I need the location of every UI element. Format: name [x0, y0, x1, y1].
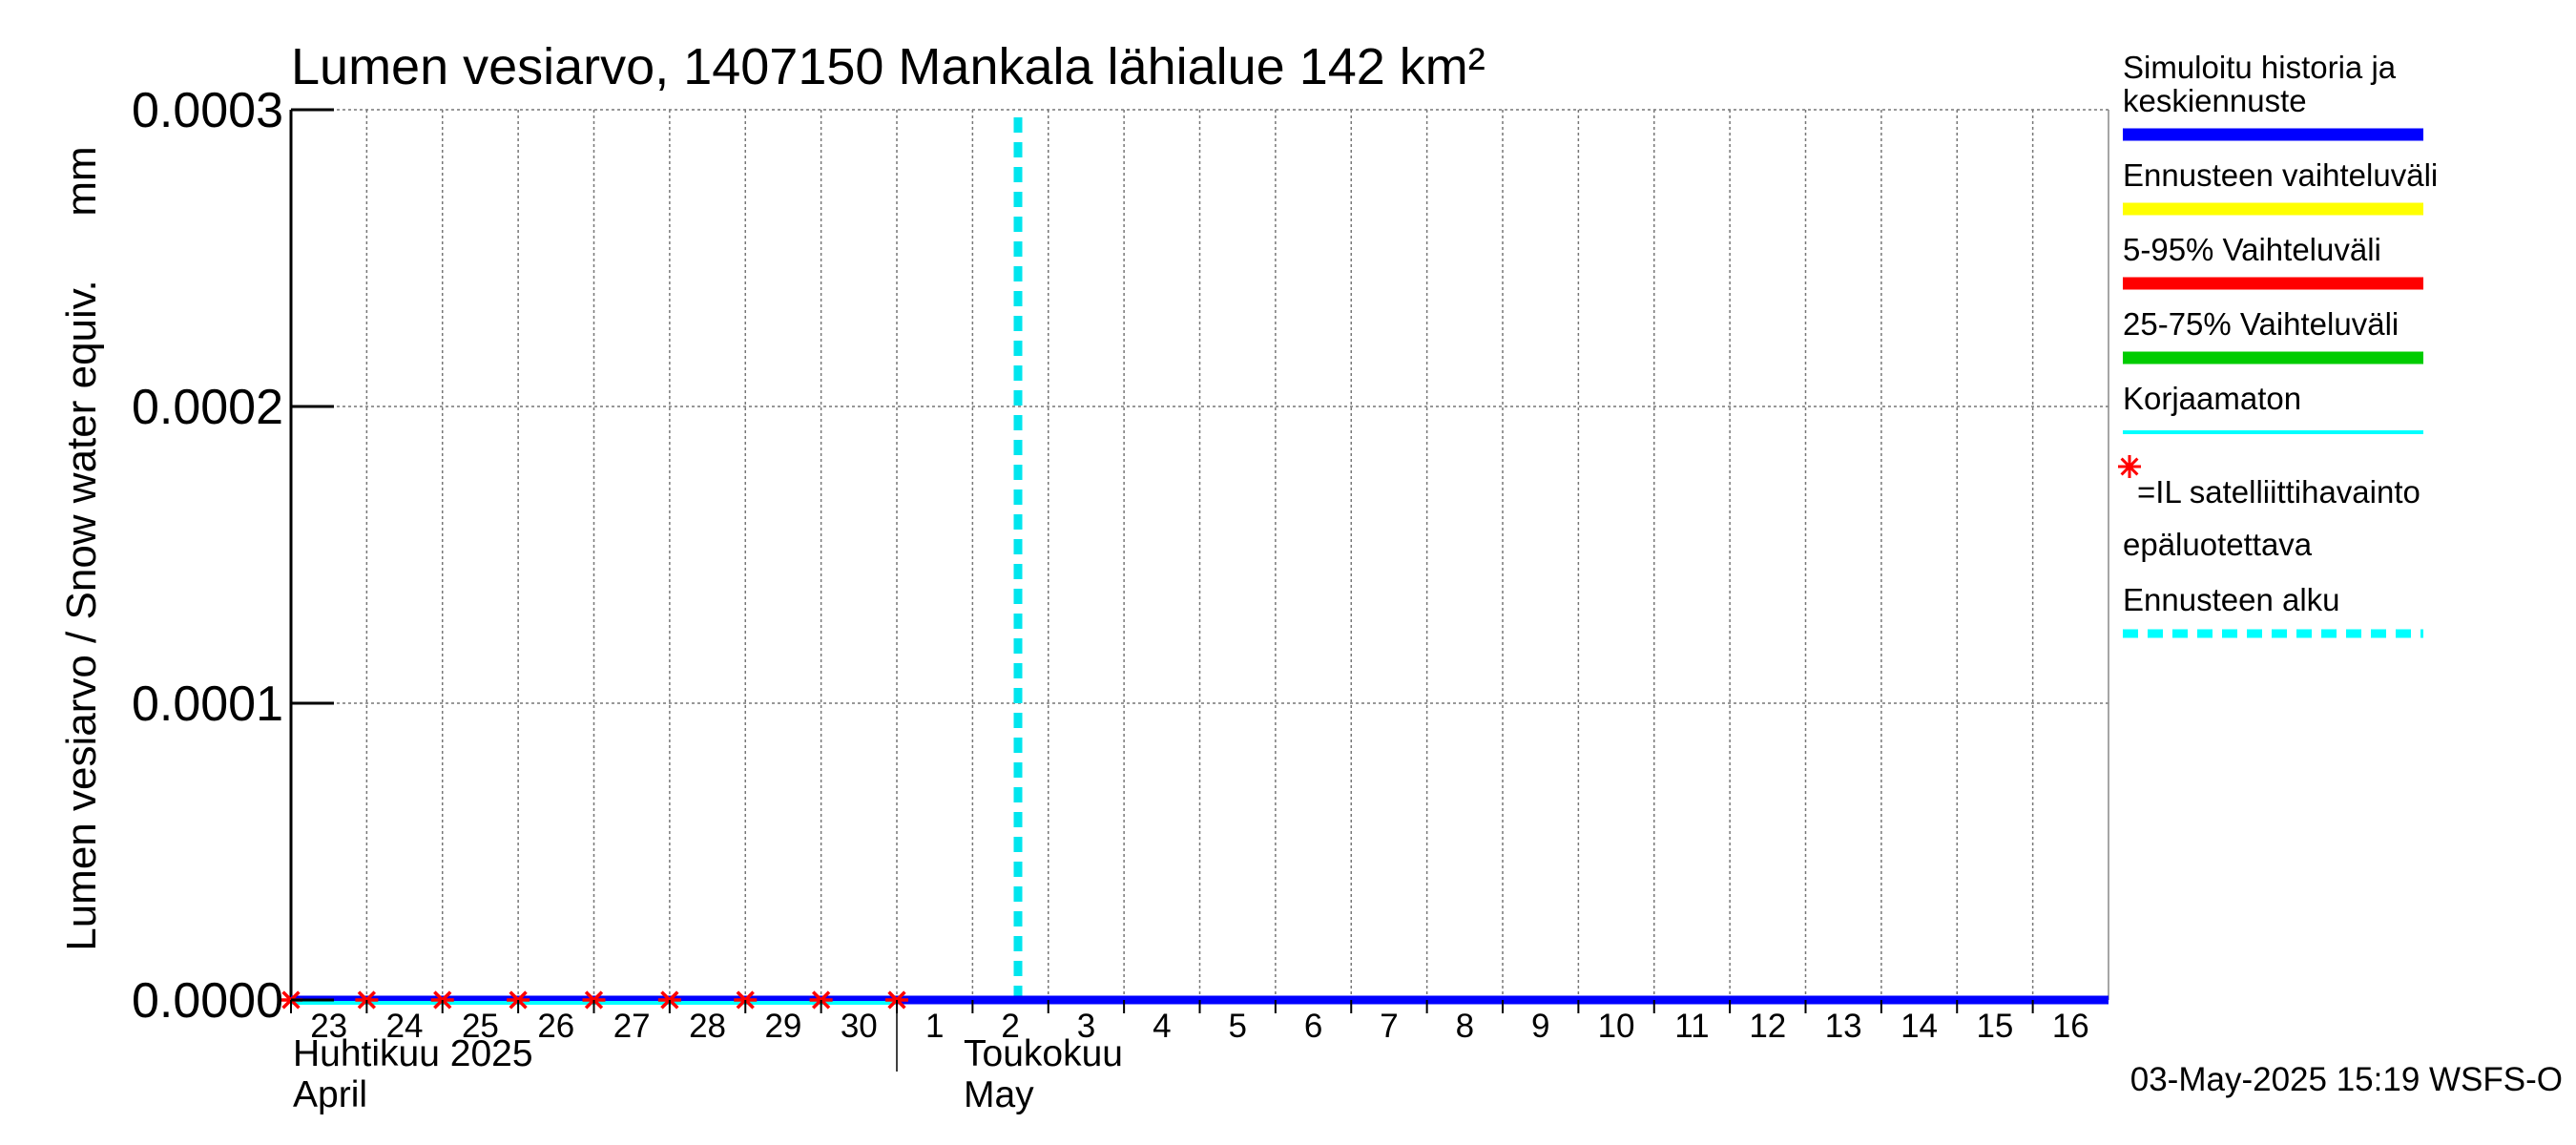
y-tick-label: 0.0000 — [132, 973, 283, 1029]
x-tick-label: 10 — [1598, 1008, 1635, 1045]
month-label-fi: Toukokuu — [964, 1033, 1123, 1074]
x-tick-label: 8 — [1456, 1008, 1474, 1045]
x-tick-label: 25 — [462, 1008, 499, 1045]
data-series — [280, 117, 2109, 1010]
legend-item: Korjaamaton — [2123, 381, 2423, 434]
legend-label: Korjaamaton — [2123, 381, 2301, 416]
x-tick-label: 23 — [310, 1008, 347, 1045]
legend-label: Ennusteen alku — [2123, 582, 2340, 617]
x-tick-label: 27 — [613, 1008, 651, 1045]
legend-label: Ennusteen vaihteluväli — [2123, 157, 2438, 193]
legend-item: Ennusteen alku — [2123, 582, 2423, 638]
legend-label: =IL satelliittihavainto — [2137, 474, 2420, 510]
y-tick-label: 0.0003 — [132, 83, 283, 138]
y-axis-unit: mm — [58, 146, 105, 216]
x-tick-label: 2 — [1001, 1008, 1019, 1045]
x-tick-label: 30 — [841, 1008, 878, 1045]
month-label-en: April — [293, 1074, 367, 1115]
x-tick-label: 15 — [1976, 1008, 2013, 1045]
x-tick-label: 5 — [1228, 1008, 1246, 1045]
legend-label: epäluotettava — [2123, 527, 2313, 562]
y-tick-label: 0.0002 — [132, 380, 283, 435]
x-tick-label: 12 — [1749, 1008, 1786, 1045]
month-label-en: May — [964, 1074, 1034, 1115]
x-tick-label: 7 — [1380, 1008, 1398, 1045]
legend-label: Simuloitu historia ja — [2123, 50, 2397, 85]
x-tick-label: 29 — [764, 1008, 801, 1045]
y-axis-label: Lumen vesiarvo / Snow water equiv. — [58, 280, 105, 951]
x-tick-label: 14 — [1901, 1008, 1938, 1045]
grid-lines — [291, 109, 2109, 1000]
x-tick-label: 11 — [1674, 1008, 1709, 1045]
x-tick-label: 3 — [1077, 1008, 1095, 1045]
y-axis-title: Lumen vesiarvo / Snow water equiv. — [58, 280, 105, 951]
legend-item: Ennusteen vaihteluväli — [2123, 157, 2438, 216]
y-tick-labels: 0.0000 0.0001 0.0002 0.0003 — [132, 83, 334, 1029]
chart-title: Lumen vesiarvo, 1407150 Mankala lähialue… — [291, 38, 1485, 95]
x-tick-label: 6 — [1304, 1008, 1322, 1045]
legend-item: 5-95% Vaihteluväli — [2123, 232, 2423, 290]
y-axis-unit-label: mm — [58, 146, 105, 216]
month-label-fi: Huhtikuu 2025 — [293, 1033, 533, 1074]
legend-item: =IL satelliittihavainto epäluotettava — [2118, 455, 2420, 562]
footer-timestamp: 03-May-2025 15:19 WSFS-O — [2130, 1061, 2563, 1098]
legend-item: 25-75% Vaihteluväli — [2123, 306, 2423, 364]
x-tick-label: 13 — [1825, 1008, 1862, 1045]
x-tick-label: 16 — [2052, 1008, 2089, 1045]
x-tick-label: 9 — [1531, 1008, 1549, 1045]
x-tick-label: 24 — [386, 1008, 424, 1045]
x-tick-label: 4 — [1153, 1008, 1171, 1045]
legend-label: 5-95% Vaihteluväli — [2123, 232, 2381, 267]
legend-label: keskiennuste — [2123, 83, 2307, 118]
x-tick-label: 26 — [537, 1008, 574, 1045]
x-tick-labels: 23 24 25 26 27 28 29 30 1 2 3 4 5 6 7 8 9 10 11 12 13 14 15 16 — [290, 1000, 2089, 1072]
x-tick-label: 1 — [925, 1008, 944, 1045]
legend-label: 25-75% Vaihteluväli — [2123, 306, 2399, 342]
y-tick-label: 0.0001 — [132, 677, 283, 732]
x-tick-label: 28 — [689, 1008, 726, 1045]
